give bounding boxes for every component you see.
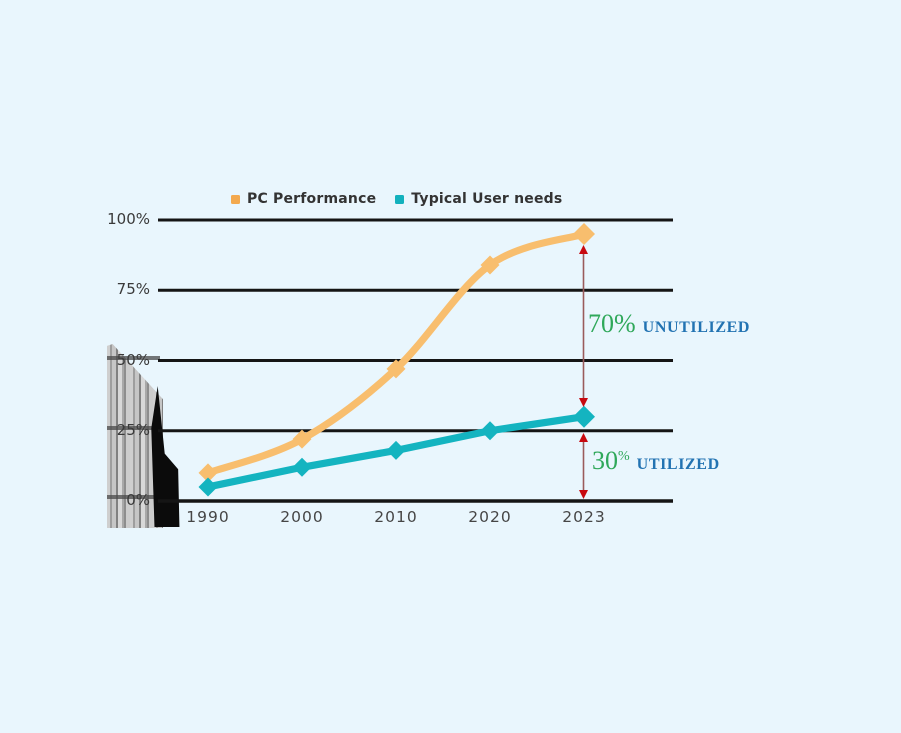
annotation-utilized: 30% UTILIZED: [592, 448, 720, 474]
x-axis-label-2023: 2023: [562, 508, 606, 526]
glitch-artifact-smudge: [107, 356, 160, 360]
series-0-marker-2010: [386, 359, 406, 379]
x-axis-label-2000: 2000: [280, 508, 324, 526]
legend-label-pc-performance: PC Performance: [247, 191, 377, 207]
glitch-artifact-smudge: [107, 426, 160, 430]
annotation-unutilized-value: 70%: [588, 309, 636, 338]
annotation-utilized-percent-sign: %: [618, 449, 630, 464]
series-1-marker-2020: [480, 421, 500, 441]
y-axis-label-50%: 50%: [116, 350, 150, 369]
legend-label-typical-user-needs: Typical User needs: [411, 191, 563, 207]
arrow-utilized-arrowhead-up-icon: [579, 433, 588, 442]
series-1-marker-2010: [386, 440, 406, 460]
series-1-marker-2000: [292, 457, 312, 477]
series-0-marker-2020: [480, 255, 500, 275]
x-axis-label-2010: 2010: [374, 508, 418, 526]
x-axis-label-2020: 2020: [468, 508, 512, 526]
legend-swatch-pc-performance-icon: [231, 194, 240, 204]
series-1-marker-2023: [573, 405, 595, 428]
arrow-utilized-arrowhead-down-icon: [579, 490, 588, 499]
annotation-unutilized: 70% UNUTILIZED: [588, 311, 750, 337]
series-0-marker-2023: [573, 223, 595, 246]
y-axis-label-100%: 100%: [107, 210, 150, 228]
series-line-0: [204, 230, 588, 477]
chart-legend: PC Performance Typical User needs: [231, 191, 562, 207]
series-1-marker-1990: [198, 477, 218, 497]
y-axis-label-0%: 0%: [126, 491, 150, 509]
legend-item-typical-user-needs: Typical User needs: [395, 191, 562, 207]
arrow-unutilized-arrowhead-down-icon: [579, 398, 588, 407]
y-axis-label-25%: 25%: [116, 420, 150, 439]
series-0-marker-2000: [292, 429, 312, 449]
annotation-utilized-label: UTILIZED: [636, 456, 720, 473]
arrow-unutilized-arrowhead-up-icon: [579, 245, 588, 254]
annotation-unutilized-label: UNUTILIZED: [642, 319, 751, 336]
glitch-artifact-smudge: [107, 495, 160, 499]
legend-swatch-typical-user-needs-icon: [395, 194, 405, 204]
legend-item-pc-performance: PC Performance: [231, 191, 376, 207]
x-axis-label-1990: 1990: [186, 508, 230, 526]
y-axis-label-75%: 75%: [116, 280, 150, 299]
annotation-utilized-value: 30: [592, 446, 618, 475]
series-0-marker-1990: [198, 463, 218, 483]
